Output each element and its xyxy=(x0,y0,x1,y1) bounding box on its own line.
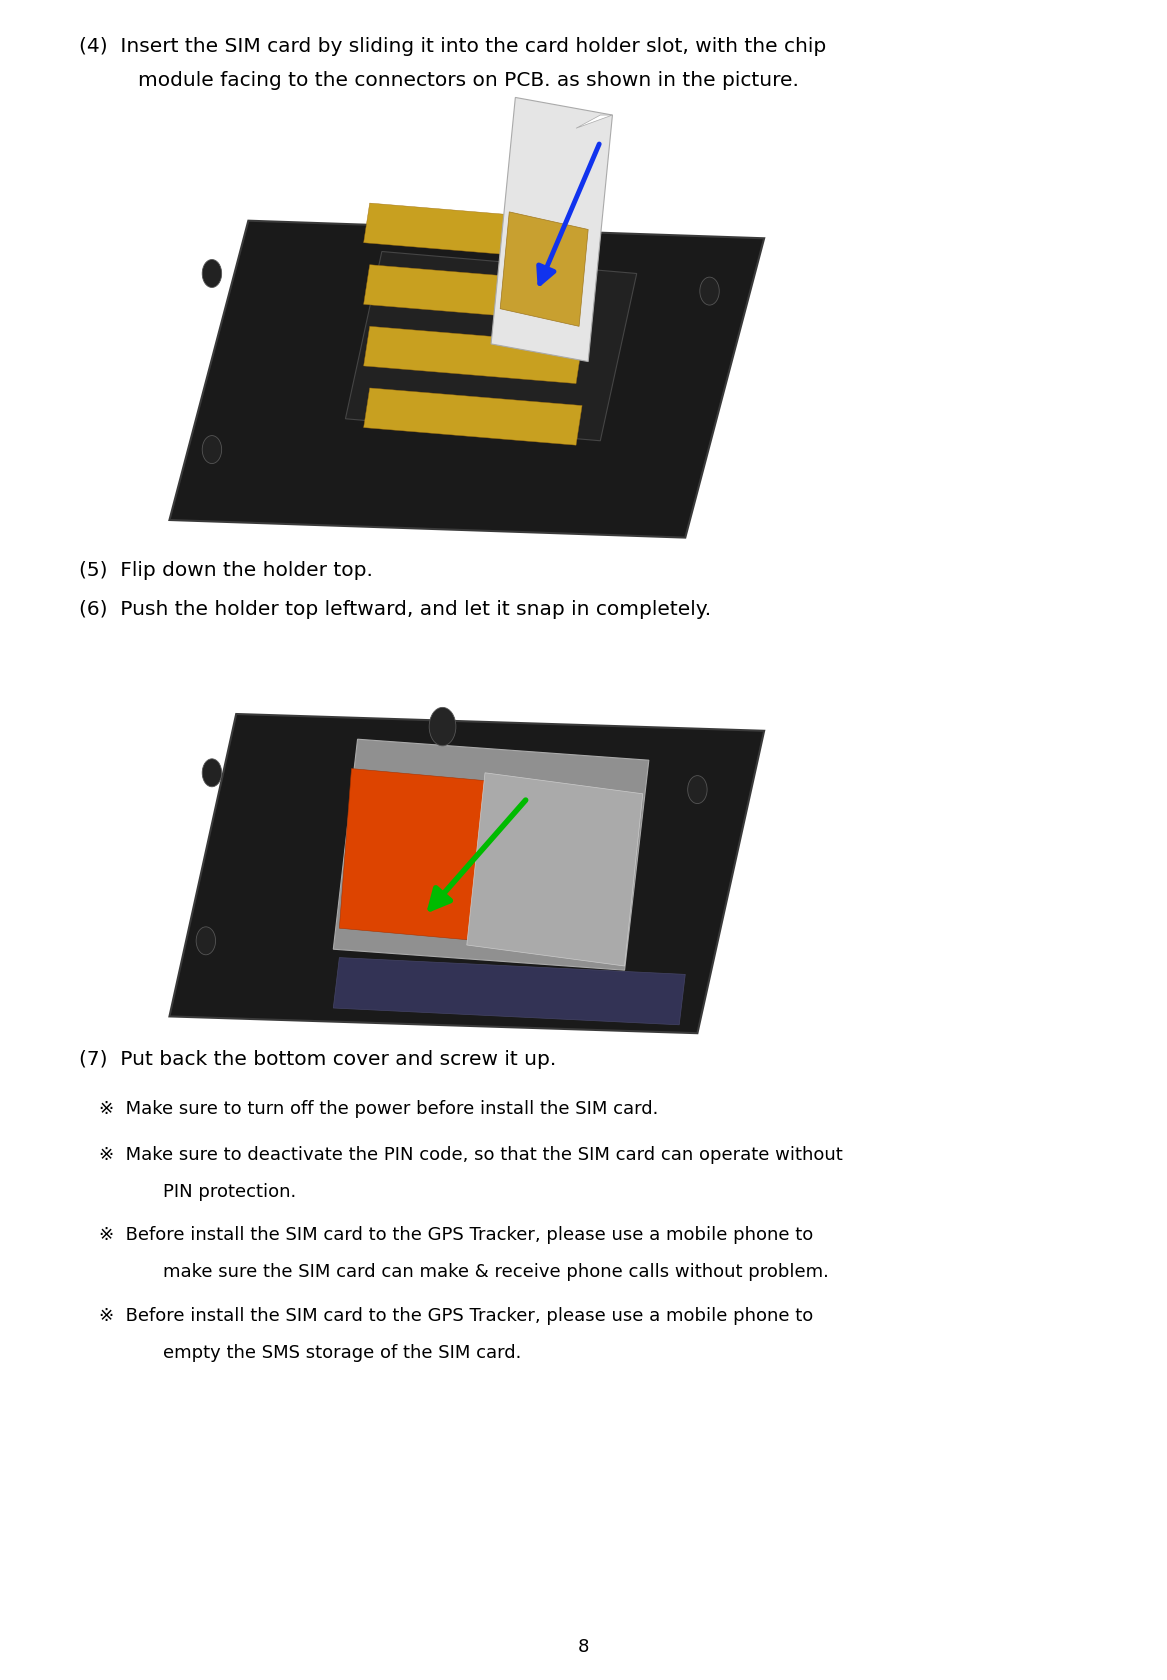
Circle shape xyxy=(202,259,222,287)
Text: (6)  Push the holder top leftward, and let it snap in completely.: (6) Push the holder top leftward, and le… xyxy=(79,600,712,618)
Polygon shape xyxy=(364,388,582,445)
Text: ※  Make sure to deactivate the PIN code, so that the SIM card can operate withou: ※ Make sure to deactivate the PIN code, … xyxy=(99,1146,843,1164)
Circle shape xyxy=(687,776,707,803)
Polygon shape xyxy=(364,203,582,260)
Text: (4)  Insert the SIM card by sliding it into the card holder slot, with the chip: (4) Insert the SIM card by sliding it in… xyxy=(79,37,826,55)
Text: ※  Make sure to turn off the power before install the SIM card.: ※ Make sure to turn off the power before… xyxy=(99,1100,658,1119)
Polygon shape xyxy=(169,220,764,538)
Polygon shape xyxy=(334,739,649,971)
Circle shape xyxy=(433,712,453,741)
Polygon shape xyxy=(364,326,582,383)
Text: module facing to the connectors on PCB. as shown in the picture.: module facing to the connectors on PCB. … xyxy=(138,71,798,89)
Text: 8: 8 xyxy=(578,1638,589,1656)
Polygon shape xyxy=(576,114,613,128)
Circle shape xyxy=(429,707,456,746)
Text: empty the SMS storage of the SIM card.: empty the SMS storage of the SIM card. xyxy=(163,1344,522,1362)
Text: ※  Before install the SIM card to the GPS Tracker, please use a mobile phone to: ※ Before install the SIM card to the GPS… xyxy=(99,1226,813,1245)
Polygon shape xyxy=(345,252,637,440)
Text: PIN protection.: PIN protection. xyxy=(163,1183,296,1201)
Polygon shape xyxy=(334,958,685,1025)
Polygon shape xyxy=(491,97,613,361)
Text: make sure the SIM card can make & receive phone calls without problem.: make sure the SIM card can make & receiv… xyxy=(163,1263,830,1282)
Circle shape xyxy=(202,759,222,786)
Text: (7)  Put back the bottom cover and screw it up.: (7) Put back the bottom cover and screw … xyxy=(79,1050,557,1068)
Polygon shape xyxy=(169,714,764,1033)
Circle shape xyxy=(196,927,216,954)
Polygon shape xyxy=(501,212,588,326)
Circle shape xyxy=(700,277,719,306)
Polygon shape xyxy=(340,769,491,941)
Circle shape xyxy=(202,435,222,464)
Text: ※  Before install the SIM card to the GPS Tracker, please use a mobile phone to: ※ Before install the SIM card to the GPS… xyxy=(99,1307,813,1326)
Polygon shape xyxy=(467,773,643,966)
Polygon shape xyxy=(364,265,582,323)
Text: (5)  Flip down the holder top.: (5) Flip down the holder top. xyxy=(79,561,373,580)
